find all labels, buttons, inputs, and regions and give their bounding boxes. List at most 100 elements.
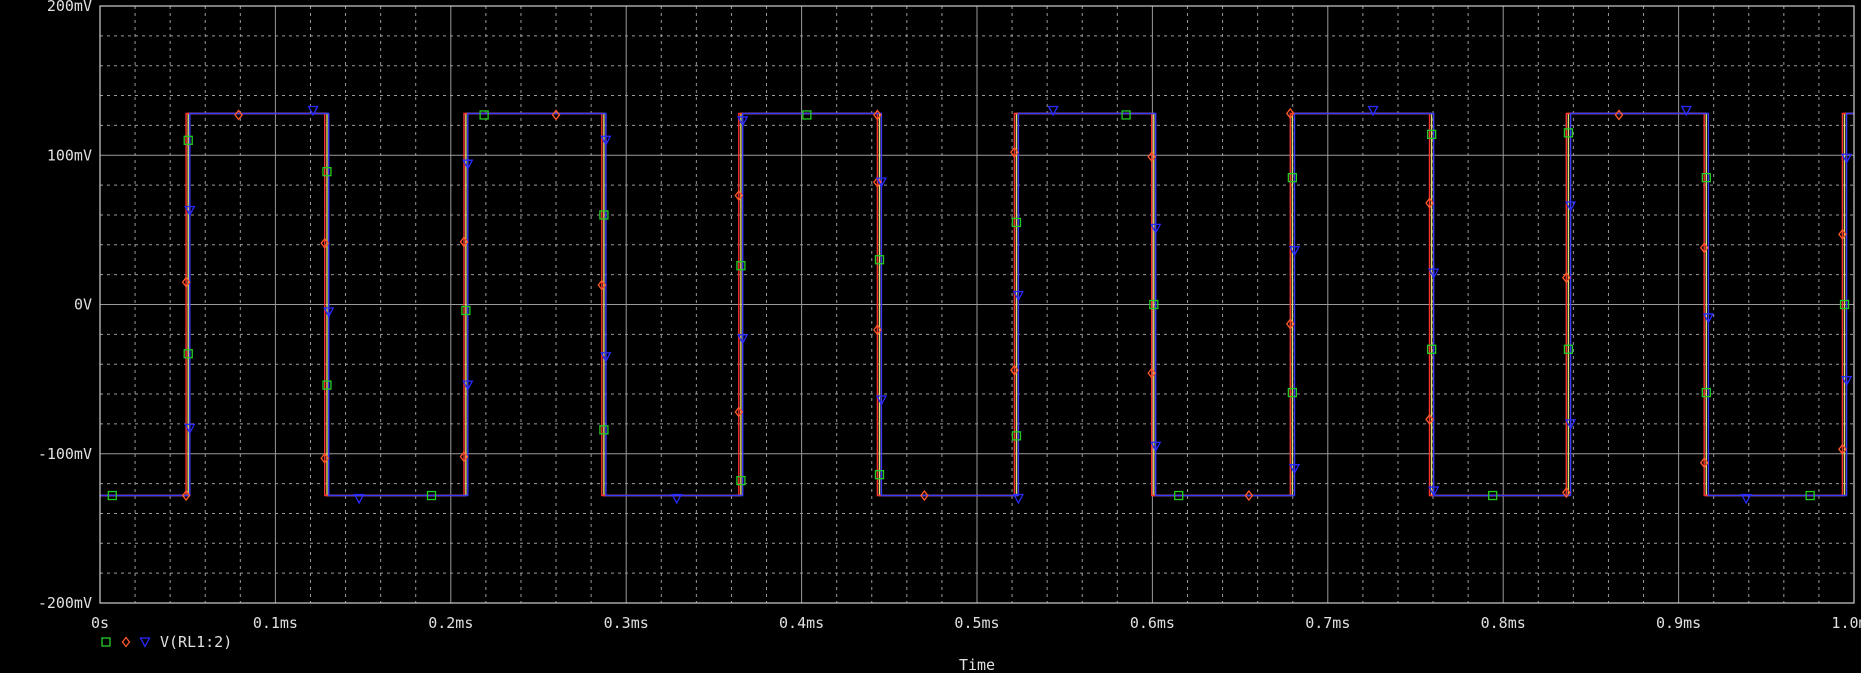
data-point — [1287, 387, 1298, 398]
data-point — [107, 490, 117, 501]
data-point — [461, 305, 471, 316]
data-point — [1147, 151, 1157, 163]
data-point — [1428, 486, 1440, 497]
data-point — [1174, 490, 1184, 501]
data-point — [1288, 246, 1301, 257]
data-point — [323, 307, 335, 318]
y-tick-label: -200mV — [38, 594, 92, 612]
data-point — [183, 135, 193, 145]
grid — [100, 6, 1854, 603]
x-tick-label: 0.3ms — [604, 614, 649, 632]
data-point — [459, 236, 469, 248]
data-point — [600, 352, 612, 363]
data-point — [322, 167, 332, 177]
data-point — [1740, 493, 1752, 505]
data-point — [183, 349, 193, 359]
data-point — [1426, 344, 1437, 354]
traces — [100, 112, 1854, 497]
data-point — [1839, 299, 1850, 310]
data-point — [426, 490, 437, 501]
data-point — [597, 279, 607, 291]
x-tick-label: 0.4ms — [779, 614, 824, 632]
data-point — [1562, 272, 1571, 284]
x-tick-label: 0s — [91, 614, 109, 632]
data-point — [875, 177, 887, 189]
x-tick-label: 0.5ms — [954, 614, 999, 632]
data-point — [320, 452, 330, 464]
data-point — [322, 380, 332, 390]
data-point — [234, 109, 243, 121]
data-point — [599, 425, 609, 435]
data-point — [459, 451, 469, 463]
data-point — [600, 135, 612, 147]
markers — [107, 105, 1853, 505]
legend-symbol — [121, 636, 131, 648]
data-point — [479, 110, 489, 120]
data-point — [184, 423, 196, 435]
x-tick-label: 1.0ms — [1831, 614, 1861, 632]
data-point — [874, 469, 885, 480]
data-point — [1285, 318, 1295, 330]
data-point — [1288, 464, 1301, 475]
data-point — [1011, 217, 1022, 228]
data-point — [1614, 109, 1624, 121]
data-point — [737, 334, 749, 345]
data-point — [1701, 387, 1711, 398]
legend: V(RL1:2) — [101, 633, 232, 651]
data-point — [307, 105, 319, 117]
data-point — [873, 176, 882, 188]
data-point — [320, 237, 330, 249]
x-tick-label: 0.7ms — [1305, 614, 1350, 632]
data-point — [1841, 375, 1853, 387]
data-point — [1838, 228, 1847, 240]
y-tick-label: -100mV — [38, 445, 92, 463]
legend-label: V(RL1:2) — [160, 633, 232, 651]
y-tick-label: 0V — [74, 296, 92, 314]
legend-symbol — [139, 637, 151, 648]
data-point — [1488, 490, 1498, 501]
data-point — [1150, 223, 1162, 235]
data-point — [734, 189, 744, 202]
data-point — [1367, 105, 1379, 117]
data-point — [1011, 431, 1022, 441]
y-tick-label: 100mV — [47, 146, 92, 164]
data-point — [873, 324, 882, 336]
data-point — [1702, 313, 1714, 324]
data-point — [875, 395, 887, 406]
data-point — [1428, 268, 1440, 280]
data-point — [1562, 486, 1571, 499]
data-point — [1285, 107, 1295, 120]
series-line — [100, 112, 1854, 497]
data-point — [1564, 419, 1577, 430]
data-point — [736, 261, 746, 271]
data-point — [874, 255, 885, 265]
data-point — [184, 205, 196, 217]
data-point — [1010, 364, 1019, 376]
data-point — [873, 109, 882, 121]
data-point — [599, 210, 609, 220]
data-point — [920, 489, 929, 502]
data-point — [462, 380, 474, 391]
data-point — [1012, 493, 1024, 505]
data-point — [1701, 172, 1711, 183]
data-point — [1149, 299, 1159, 310]
x-tick-label: 0.9ms — [1656, 614, 1701, 632]
tick-labels: 0s 0.1ms 0.2ms 0.3ms 0.4ms 0.5ms 0.6ms 0.7ms 0.8… — [38, 0, 1861, 632]
data-point — [1012, 290, 1024, 302]
data-point — [139, 637, 151, 648]
plot-frame — [99, 5, 1855, 604]
data-point — [737, 116, 749, 127]
data-point — [1287, 172, 1298, 183]
data-point — [1121, 110, 1131, 120]
data-point — [1805, 490, 1815, 501]
data-point — [1699, 242, 1709, 254]
data-point — [1841, 153, 1853, 165]
data-point — [181, 489, 191, 502]
data-point — [1563, 128, 1574, 138]
data-point — [353, 493, 365, 505]
x-tick-label: 0.8ms — [1481, 614, 1526, 632]
data-point — [736, 475, 746, 486]
x-tick-label: 0.6ms — [1130, 614, 1175, 632]
